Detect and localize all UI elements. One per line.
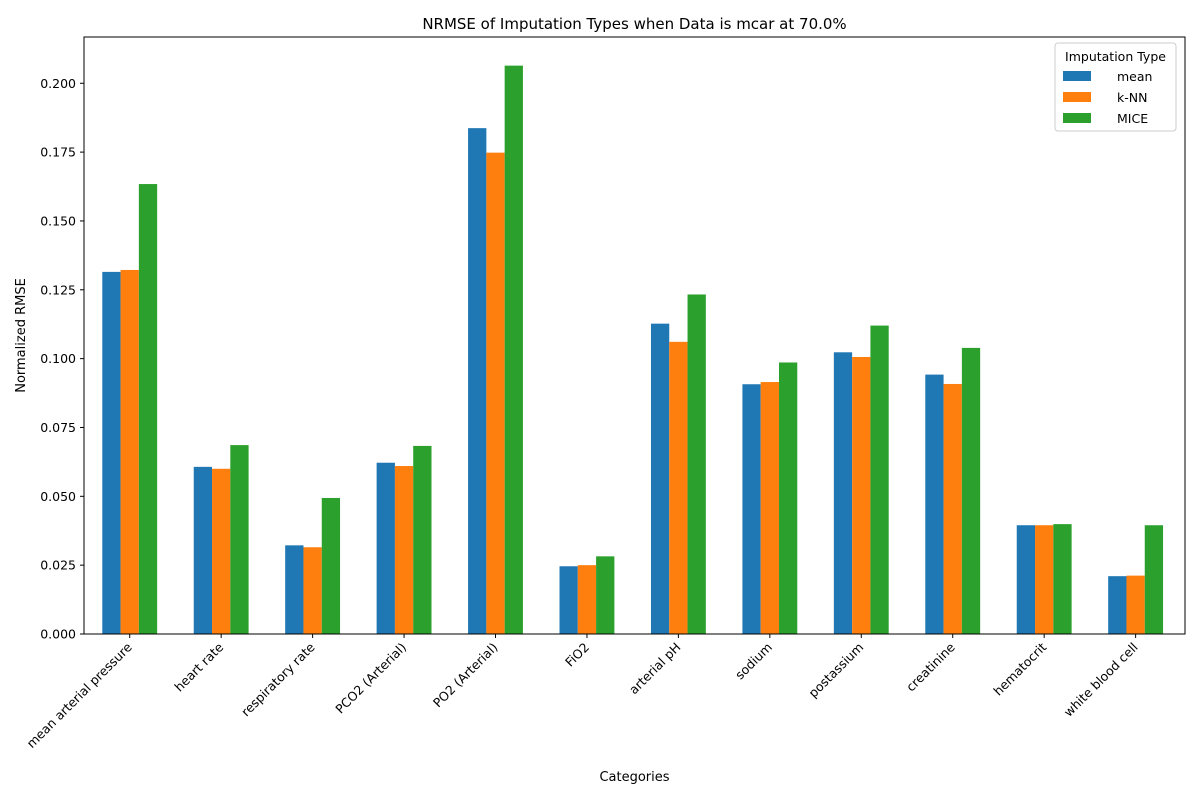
x-tick-label: FiO2 (562, 640, 592, 670)
bar-MICE-10 (1053, 524, 1072, 634)
y-tick-label: 0.000 (40, 627, 76, 642)
legend-swatch-mean (1063, 71, 1091, 81)
legend: Imputation Type mean k-NN MICE (1054, 42, 1177, 132)
legend-label-k-NN: k-NN (1117, 90, 1147, 105)
bar-MICE-6 (687, 294, 706, 634)
bar-MICE-0 (138, 184, 158, 634)
bar-mean-6 (650, 323, 670, 634)
legend-title: Imputation Type (1065, 49, 1166, 64)
x-tick-label: arterial pH (626, 640, 684, 698)
x-tick-label: white blood cell (1061, 640, 1141, 720)
bar-k-NN-6 (669, 341, 688, 634)
legend-label-mean: mean (1117, 69, 1152, 84)
y-tick-label: 0.125 (40, 282, 76, 297)
x-tick-label: postassium (805, 640, 866, 701)
bar-k-NN-10 (1035, 525, 1054, 634)
x-tick-label: mean arterial pressure (23, 639, 135, 751)
bar-MICE-1 (230, 445, 249, 634)
bar-MICE-2 (321, 497, 341, 634)
bar-mean-7 (742, 384, 761, 634)
y-tick-label: 0.050 (40, 489, 76, 504)
bar-mean-11 (1108, 576, 1127, 634)
y-tick-label: 0.075 (40, 420, 76, 435)
bar-k-NN-1 (212, 468, 231, 634)
x-tick-label: respiratory rate (238, 639, 318, 719)
bar-mean-8 (833, 352, 853, 634)
bar-k-NN-5 (577, 565, 597, 634)
y-tick-label: 0.175 (40, 145, 76, 160)
bar-mean-9 (925, 374, 944, 634)
bar-MICE-5 (596, 556, 615, 634)
bar-MICE-11 (1144, 525, 1164, 634)
bar-mean-10 (1016, 525, 1036, 634)
legend-box (1054, 42, 1177, 132)
bar-k-NN-9 (943, 383, 962, 634)
bar-MICE-8 (870, 325, 889, 634)
bars-group (102, 65, 1164, 635)
y-tick-label: 0.150 (40, 213, 76, 228)
x-tick-label: sodium (732, 640, 775, 683)
y-axis-label: Normalized RMSE (14, 278, 29, 393)
bar-k-NN-4 (486, 152, 505, 635)
x-axis-label: Categories (599, 770, 669, 785)
y-tick-label: 0.100 (40, 351, 76, 366)
bar-k-NN-11 (1126, 575, 1145, 634)
bar-MICE-3 (413, 445, 432, 634)
chart-title: NRMSE of Imputation Types when Data is m… (422, 15, 846, 33)
bar-mean-0 (102, 271, 121, 634)
x-tick-label: hematocrit (990, 639, 1049, 698)
y-axis: 0.000 0.025 0.050 0.075 0.100 0.125 0.150 0.175… (40, 76, 84, 642)
bar-mean-2 (285, 545, 304, 634)
bar-k-NN-3 (394, 466, 414, 634)
bar-k-NN-2 (303, 547, 322, 634)
bar-mean-3 (376, 462, 395, 634)
bar-mean-5 (559, 566, 578, 634)
bar-MICE-4 (504, 65, 523, 635)
legend-swatch-k-NN (1063, 92, 1091, 102)
bar-k-NN-8 (852, 356, 871, 634)
x-tick-label: creatinine (903, 639, 958, 694)
bar-k-NN-0 (120, 269, 139, 634)
x-axis: mean arterial pressure heart rate respirat… (23, 634, 1141, 751)
bar-MICE-9 (961, 347, 981, 634)
bar-mean-1 (193, 466, 213, 634)
x-tick-label: PO2 (Arterial) (430, 640, 501, 711)
legend-label-MICE: MICE (1117, 111, 1148, 126)
y-tick-label: 0.025 (40, 558, 76, 573)
x-tick-label: PCO2 (Arterial) (332, 640, 409, 717)
bar-mean-4 (468, 128, 487, 634)
plot-frame (83, 36, 1186, 635)
x-tick-label: heart rate (171, 639, 226, 694)
bar-MICE-7 (778, 362, 798, 634)
bar-k-NN-7 (760, 382, 779, 634)
y-tick-label: 0.200 (40, 76, 76, 91)
legend-swatch-MICE (1063, 113, 1091, 123)
